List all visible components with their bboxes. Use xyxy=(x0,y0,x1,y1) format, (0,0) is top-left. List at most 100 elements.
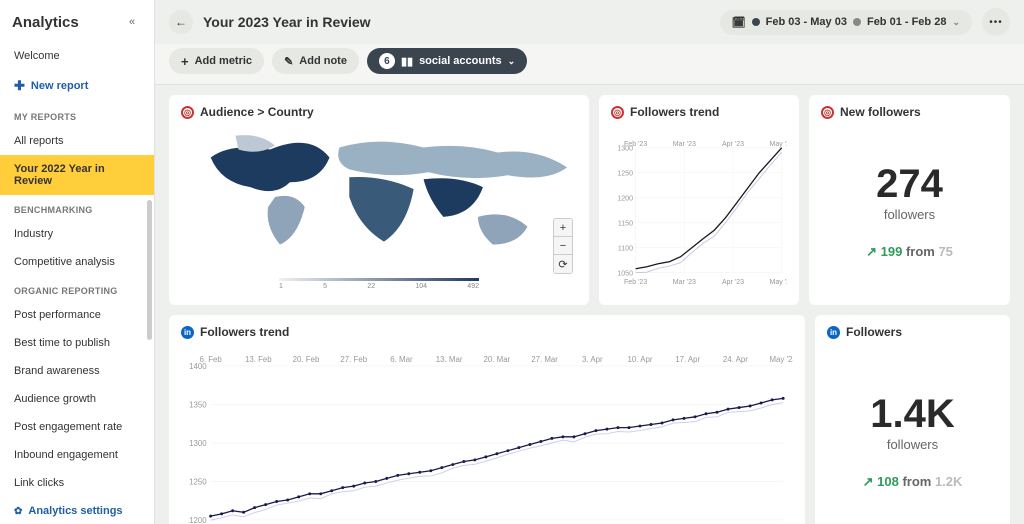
map-svg xyxy=(181,127,577,277)
card-title-text: Followers xyxy=(846,325,902,339)
target-icon: ◎ xyxy=(821,106,834,119)
svg-text:17. Apr: 17. Apr xyxy=(675,355,700,364)
svg-text:3. Apr: 3. Apr xyxy=(582,355,603,364)
settings-label: Analytics settings xyxy=(28,505,122,517)
followers-linkedin-card: in Followers 1.4K followers ↗ 108 from 1… xyxy=(815,315,1010,524)
card-title-text: Followers trend xyxy=(630,105,719,119)
new-report-label: New report xyxy=(31,80,88,92)
kpi-unit: followers xyxy=(887,437,938,452)
sidebar-item-active-report[interactable]: Your 2022 Year in Review xyxy=(0,155,154,195)
svg-text:Mar '23: Mar '23 xyxy=(673,141,696,148)
svg-text:6. Mar: 6. Mar xyxy=(390,355,413,364)
svg-text:Mar '23: Mar '23 xyxy=(673,279,696,286)
linkedin-icon: in xyxy=(181,326,194,339)
sidebar-collapse-button[interactable]: « xyxy=(122,12,142,32)
kpi-delta: ↗ 199 from 75 xyxy=(866,244,953,260)
svg-text:Feb '23: Feb '23 xyxy=(624,279,647,286)
linkedin-icon: in xyxy=(827,326,840,339)
sidebar-head-org: ORGANIC REPORTING xyxy=(0,276,154,301)
sidebar-scrollbar[interactable] xyxy=(147,200,152,340)
social-label: social accounts xyxy=(419,55,502,67)
svg-text:1050: 1050 xyxy=(617,270,633,277)
more-menu-button[interactable]: ••• xyxy=(982,8,1010,36)
sidebar-item-besttime[interactable]: Best time to publish xyxy=(0,329,154,357)
svg-text:10. Apr: 10. Apr xyxy=(628,355,653,364)
add-metric-label: Add metric xyxy=(195,55,252,67)
page-title: Your 2023 Year in Review xyxy=(203,14,710,30)
plus-icon: ✚ xyxy=(14,78,25,94)
trend1-chart[interactable]: Feb '23 Mar '23 Apr '23 May '23 1050 1100 1150… xyxy=(611,127,787,297)
svg-text:27. Mar: 27. Mar xyxy=(531,355,558,364)
add-metric-button[interactable]: + Add metric xyxy=(169,48,264,74)
card-title-text: Followers trend xyxy=(200,325,289,339)
svg-text:1300: 1300 xyxy=(617,145,633,152)
svg-text:1350: 1350 xyxy=(189,400,207,409)
back-button[interactable]: ← xyxy=(169,10,193,34)
topbar: ← Your 2023 Year in Review 🗓 Feb 03 - Ma… xyxy=(155,0,1024,44)
new-followers-card: ◎ New followers 274 followers ↗ 199 from… xyxy=(809,95,1010,305)
sidebar-head-myreports: MY REPORTS xyxy=(0,102,154,127)
svg-text:13. Mar: 13. Mar xyxy=(436,355,463,364)
zoom-in-button[interactable]: + xyxy=(554,219,572,237)
sidebar-item-welcome[interactable]: Welcome xyxy=(0,42,154,70)
svg-text:May '23: May '23 xyxy=(769,355,793,364)
chevron-down-icon: ⌄ xyxy=(952,17,960,28)
bars-icon: ▮▮ xyxy=(401,55,413,68)
sidebar-item-allreports[interactable]: All reports xyxy=(0,127,154,155)
sidebar-item-engagement[interactable]: Post engagement rate xyxy=(0,413,154,441)
svg-text:1300: 1300 xyxy=(189,439,207,448)
svg-text:20. Feb: 20. Feb xyxy=(293,355,320,364)
svg-text:20. Mar: 20. Mar xyxy=(484,355,511,364)
card-title-text: Audience > Country xyxy=(200,105,314,119)
svg-text:13. Feb: 13. Feb xyxy=(245,355,272,364)
zoom-out-button[interactable]: − xyxy=(554,237,572,255)
sidebar-item-audgrowth[interactable]: Audience growth xyxy=(0,385,154,413)
svg-text:May '23: May '23 xyxy=(770,279,787,286)
world-map[interactable]: + − ⟳ 1 5 22 104 492 xyxy=(181,127,577,292)
map-zoom-controls: + − ⟳ xyxy=(553,218,573,274)
sidebar-item-postperf[interactable]: Post performance xyxy=(0,301,154,329)
map-legend: 1 5 22 104 492 xyxy=(279,278,479,290)
sidebar-item-inbound[interactable]: Inbound engagement xyxy=(0,441,154,469)
range1-label: Feb 03 - May 03 xyxy=(766,16,847,28)
content: ◎ Audience > Country + xyxy=(155,85,1024,524)
sidebar-new-report[interactable]: ✚ New report xyxy=(0,70,154,102)
svg-text:1100: 1100 xyxy=(618,245,633,252)
range1-dot xyxy=(752,18,760,26)
social-count-badge: 6 xyxy=(379,53,395,69)
svg-text:Apr '23: Apr '23 xyxy=(722,279,744,286)
svg-text:1250: 1250 xyxy=(189,477,207,486)
svg-text:1200: 1200 xyxy=(617,195,633,202)
svg-text:May '23: May '23 xyxy=(770,141,787,148)
svg-text:1150: 1150 xyxy=(618,220,633,227)
svg-text:1200: 1200 xyxy=(189,516,207,524)
kpi-value: 1.4K xyxy=(870,392,955,437)
social-accounts-selector[interactable]: 6 ▮▮ social accounts ⌄ xyxy=(367,48,527,74)
target-icon: ◎ xyxy=(181,106,194,119)
calendar-icon: 🗓 xyxy=(732,16,746,29)
sidebar: Analytics « Welcome ✚ New report MY REPO… xyxy=(0,0,155,524)
kpi-delta: ↗ 108 from 1.2K xyxy=(863,474,963,490)
svg-text:27. Feb: 27. Feb xyxy=(340,355,367,364)
add-note-button[interactable]: ✎ Add note xyxy=(272,48,359,74)
trend2-chart[interactable]: 6. Feb13. Feb20. Feb27. Feb6. Mar13. Mar… xyxy=(181,347,793,524)
range2-dot xyxy=(853,18,861,26)
range2-label: Feb 01 - Feb 28 xyxy=(867,16,946,28)
kpi-unit: followers xyxy=(884,207,935,222)
card-title-text: New followers xyxy=(840,105,921,119)
svg-text:Apr '23: Apr '23 xyxy=(722,141,744,148)
sidebar-item-competitive[interactable]: Competitive analysis xyxy=(0,248,154,276)
sidebar-head-bench: BENCHMARKING xyxy=(0,195,154,220)
date-range-picker[interactable]: 🗓 Feb 03 - May 03 Feb 01 - Feb 28 ⌄ xyxy=(720,10,972,35)
sidebar-item-industry[interactable]: Industry xyxy=(0,220,154,248)
chevron-down-icon: ⌄ xyxy=(508,56,516,67)
sidebar-item-brand[interactable]: Brand awareness xyxy=(0,357,154,385)
sidebar-item-linkclicks[interactable]: Link clicks xyxy=(0,469,154,497)
followers-trend-linkedin-card: in Followers trend 6. Feb13. Feb20. Feb2… xyxy=(169,315,805,524)
sidebar-settings[interactable]: ✿ Analytics settings xyxy=(0,497,154,524)
svg-text:24. Apr: 24. Apr xyxy=(723,355,748,364)
zoom-reset-button[interactable]: ⟳ xyxy=(554,255,572,273)
note-icon: ✎ xyxy=(284,55,293,68)
kpi-value: 274 xyxy=(876,162,943,207)
svg-text:1400: 1400 xyxy=(189,362,207,371)
